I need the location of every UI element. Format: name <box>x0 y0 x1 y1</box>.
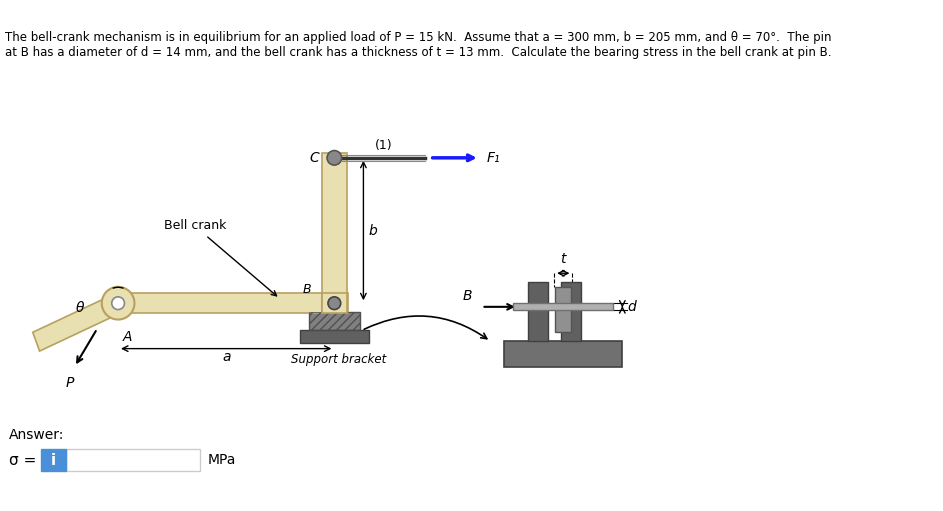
Text: C: C <box>309 151 320 165</box>
Bar <box>300 331 369 343</box>
Circle shape <box>327 151 341 165</box>
Text: i: i <box>51 453 57 468</box>
Bar <box>309 312 360 331</box>
Bar <box>560 282 581 341</box>
Text: P: P <box>66 376 74 390</box>
Circle shape <box>112 297 124 310</box>
Text: (1): (1) <box>374 138 392 152</box>
Text: B: B <box>303 283 311 296</box>
Text: A: A <box>123 331 132 344</box>
Text: F₁: F₁ <box>487 151 501 165</box>
Circle shape <box>328 297 340 310</box>
Text: Support bracket: Support bracket <box>291 353 387 366</box>
Text: Bell crank: Bell crank <box>163 219 276 296</box>
Bar <box>41 450 66 471</box>
Text: θ: θ <box>75 301 84 315</box>
Bar <box>513 303 613 311</box>
Text: B: B <box>463 289 472 303</box>
Text: MPa: MPa <box>207 453 236 467</box>
Bar <box>505 341 622 367</box>
Text: b: b <box>369 223 377 238</box>
Bar <box>309 312 360 331</box>
Bar <box>555 287 571 332</box>
Polygon shape <box>322 153 347 313</box>
Bar <box>66 450 200 471</box>
Circle shape <box>102 287 135 319</box>
Text: t: t <box>560 252 566 266</box>
Text: σ =: σ = <box>9 453 37 468</box>
Polygon shape <box>113 293 348 313</box>
Polygon shape <box>322 293 347 313</box>
Text: a: a <box>222 351 230 364</box>
Text: The bell-crank mechanism is in equilibrium for an applied load of P = 15 kN.  As: The bell-crank mechanism is in equilibri… <box>5 31 831 59</box>
Text: Answer:: Answer: <box>9 428 64 442</box>
Text: d: d <box>627 300 636 314</box>
Bar <box>528 282 548 341</box>
Polygon shape <box>33 294 122 351</box>
